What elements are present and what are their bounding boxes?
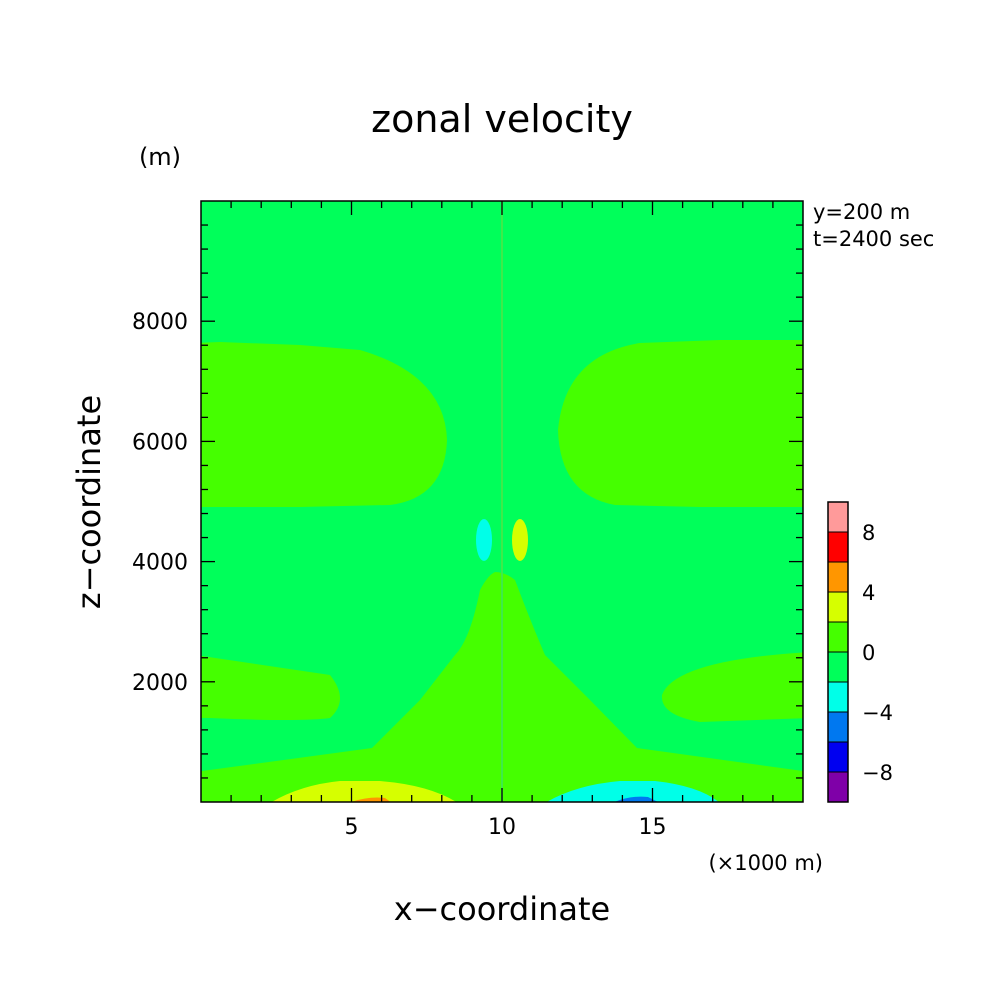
colorbar-frame [827, 501, 849, 803]
colorbar: 8 4 0 −4 −8 [827, 501, 893, 803]
chart-title: zonal velocity [371, 97, 633, 141]
colorbar-swatch [827, 711, 849, 743]
colorbar-swatch [827, 771, 849, 803]
x-axis-label: x−coordinate [394, 890, 610, 928]
colorbar-swatch [827, 621, 849, 653]
y-tick-label: 4000 [132, 551, 188, 576]
field-mid-negative-cell [476, 519, 492, 561]
field-upper-left-lobe [201, 342, 447, 507]
colorbar-swatch [827, 741, 849, 773]
colorbar-tick-label: −8 [862, 761, 893, 785]
field-right-surface-trough [614, 796, 658, 802]
x-tick-label: 5 [345, 815, 359, 840]
plot-area [201, 201, 803, 802]
x-axis-units: (×1000 m) [708, 851, 823, 875]
field-upper-right-lobe [558, 340, 803, 507]
annotation-y: y=200 m [813, 200, 910, 224]
colorbar-tick-label: 8 [862, 521, 875, 545]
field-left-surface-peak [351, 797, 391, 802]
colorbar-swatch [827, 531, 849, 563]
annotation-t: t=2400 sec [813, 227, 934, 251]
field-left-surface-max [271, 781, 457, 802]
colorbar-swatch [827, 681, 849, 713]
y-tick-label: 6000 [132, 430, 188, 455]
colorbar-tick-label: 4 [862, 581, 875, 605]
field-right-surface-min [546, 781, 719, 802]
colorbar-tick-label: −4 [862, 701, 893, 725]
y-tick-label: 2000 [132, 671, 188, 696]
colorbar-swatch [827, 591, 849, 623]
colorbar-swatch [827, 651, 849, 683]
x-tick-label: 15 [639, 815, 667, 840]
tick-layer [201, 201, 803, 802]
field-mid-positive-cell [512, 519, 528, 561]
colorbar-tick-label: 0 [862, 641, 875, 665]
y-tick-label: 8000 [132, 310, 188, 335]
y-axis-units: (m) [139, 143, 181, 171]
colorbar-swatch [827, 501, 849, 533]
colorbar-swatch [827, 561, 849, 593]
y-axis-label: z−coordinate [70, 395, 108, 609]
tick-label-layer: 5 10 15 2000 4000 6000 8000 [132, 310, 667, 840]
x-tick-label: 10 [488, 815, 516, 840]
